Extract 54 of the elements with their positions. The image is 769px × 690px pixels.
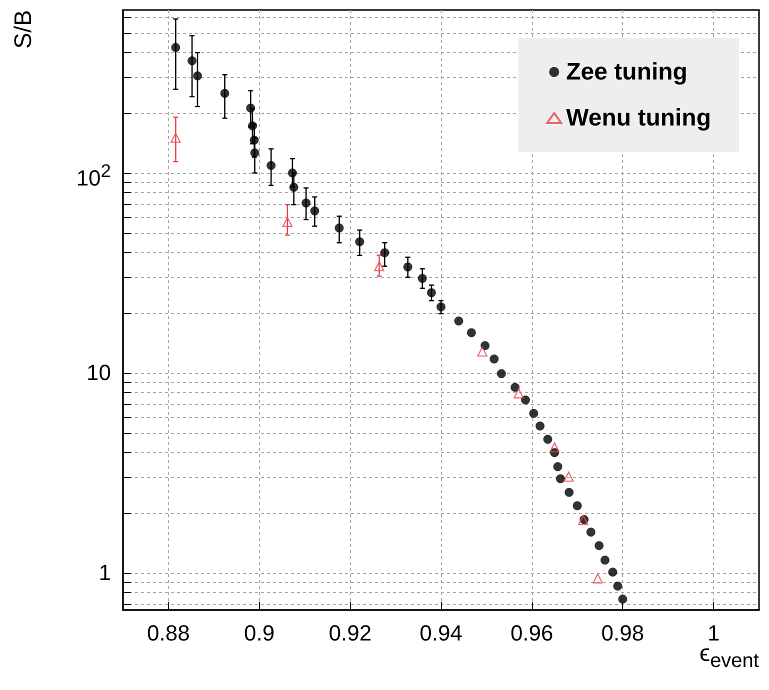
- point: [564, 472, 574, 482]
- y-tick-label: 10$^{2}$: [76, 160, 111, 190]
- point: [374, 261, 384, 272]
- point: [592, 573, 603, 584]
- point: [310, 206, 320, 216]
- point: [543, 434, 552, 444]
- y-tick-label: 10: [86, 360, 111, 385]
- point: [426, 288, 436, 298]
- point: [510, 382, 520, 392]
- point: [170, 132, 181, 143]
- point: [594, 541, 604, 550]
- x-tick-label: 0.9: [244, 620, 275, 646]
- point: [334, 223, 344, 232]
- point: [466, 328, 476, 338]
- point: [480, 341, 490, 350]
- point: [536, 422, 545, 431]
- point: [608, 568, 618, 577]
- point: [355, 237, 364, 246]
- legend-label: Wenu tuning: [566, 104, 712, 132]
- point: [490, 354, 499, 364]
- x-tick-label: 0.92: [328, 620, 372, 646]
- point: [496, 369, 506, 378]
- point: [266, 161, 276, 170]
- point: [220, 88, 230, 98]
- point: [529, 408, 538, 418]
- point: [564, 488, 574, 497]
- point: [380, 248, 390, 258]
- point: [553, 462, 562, 472]
- point: [454, 316, 464, 326]
- point: [188, 56, 197, 66]
- point: [556, 474, 565, 484]
- point: [171, 43, 180, 52]
- point: [514, 388, 524, 398]
- point: [403, 262, 412, 272]
- y-tick-label: 1: [98, 560, 111, 585]
- point: [600, 556, 610, 565]
- x-tick-label: 0.98: [601, 620, 644, 646]
- x-tick-label: 0.96: [510, 620, 554, 646]
- point: [549, 442, 560, 452]
- y-axis-title: S/B: [10, 10, 37, 49]
- point: [618, 594, 628, 604]
- point: [477, 346, 488, 357]
- x-tick-label: 0.88: [147, 620, 190, 646]
- point: [436, 302, 446, 312]
- legend-label: Zee tuning: [566, 58, 688, 86]
- point: [613, 582, 622, 591]
- point: [282, 216, 293, 228]
- point: [521, 395, 530, 404]
- point: [193, 71, 202, 80]
- point: [302, 198, 311, 208]
- point: [572, 501, 582, 510]
- point: [586, 528, 596, 537]
- x-tick-label: 0.94: [420, 620, 462, 646]
- point: [418, 274, 427, 283]
